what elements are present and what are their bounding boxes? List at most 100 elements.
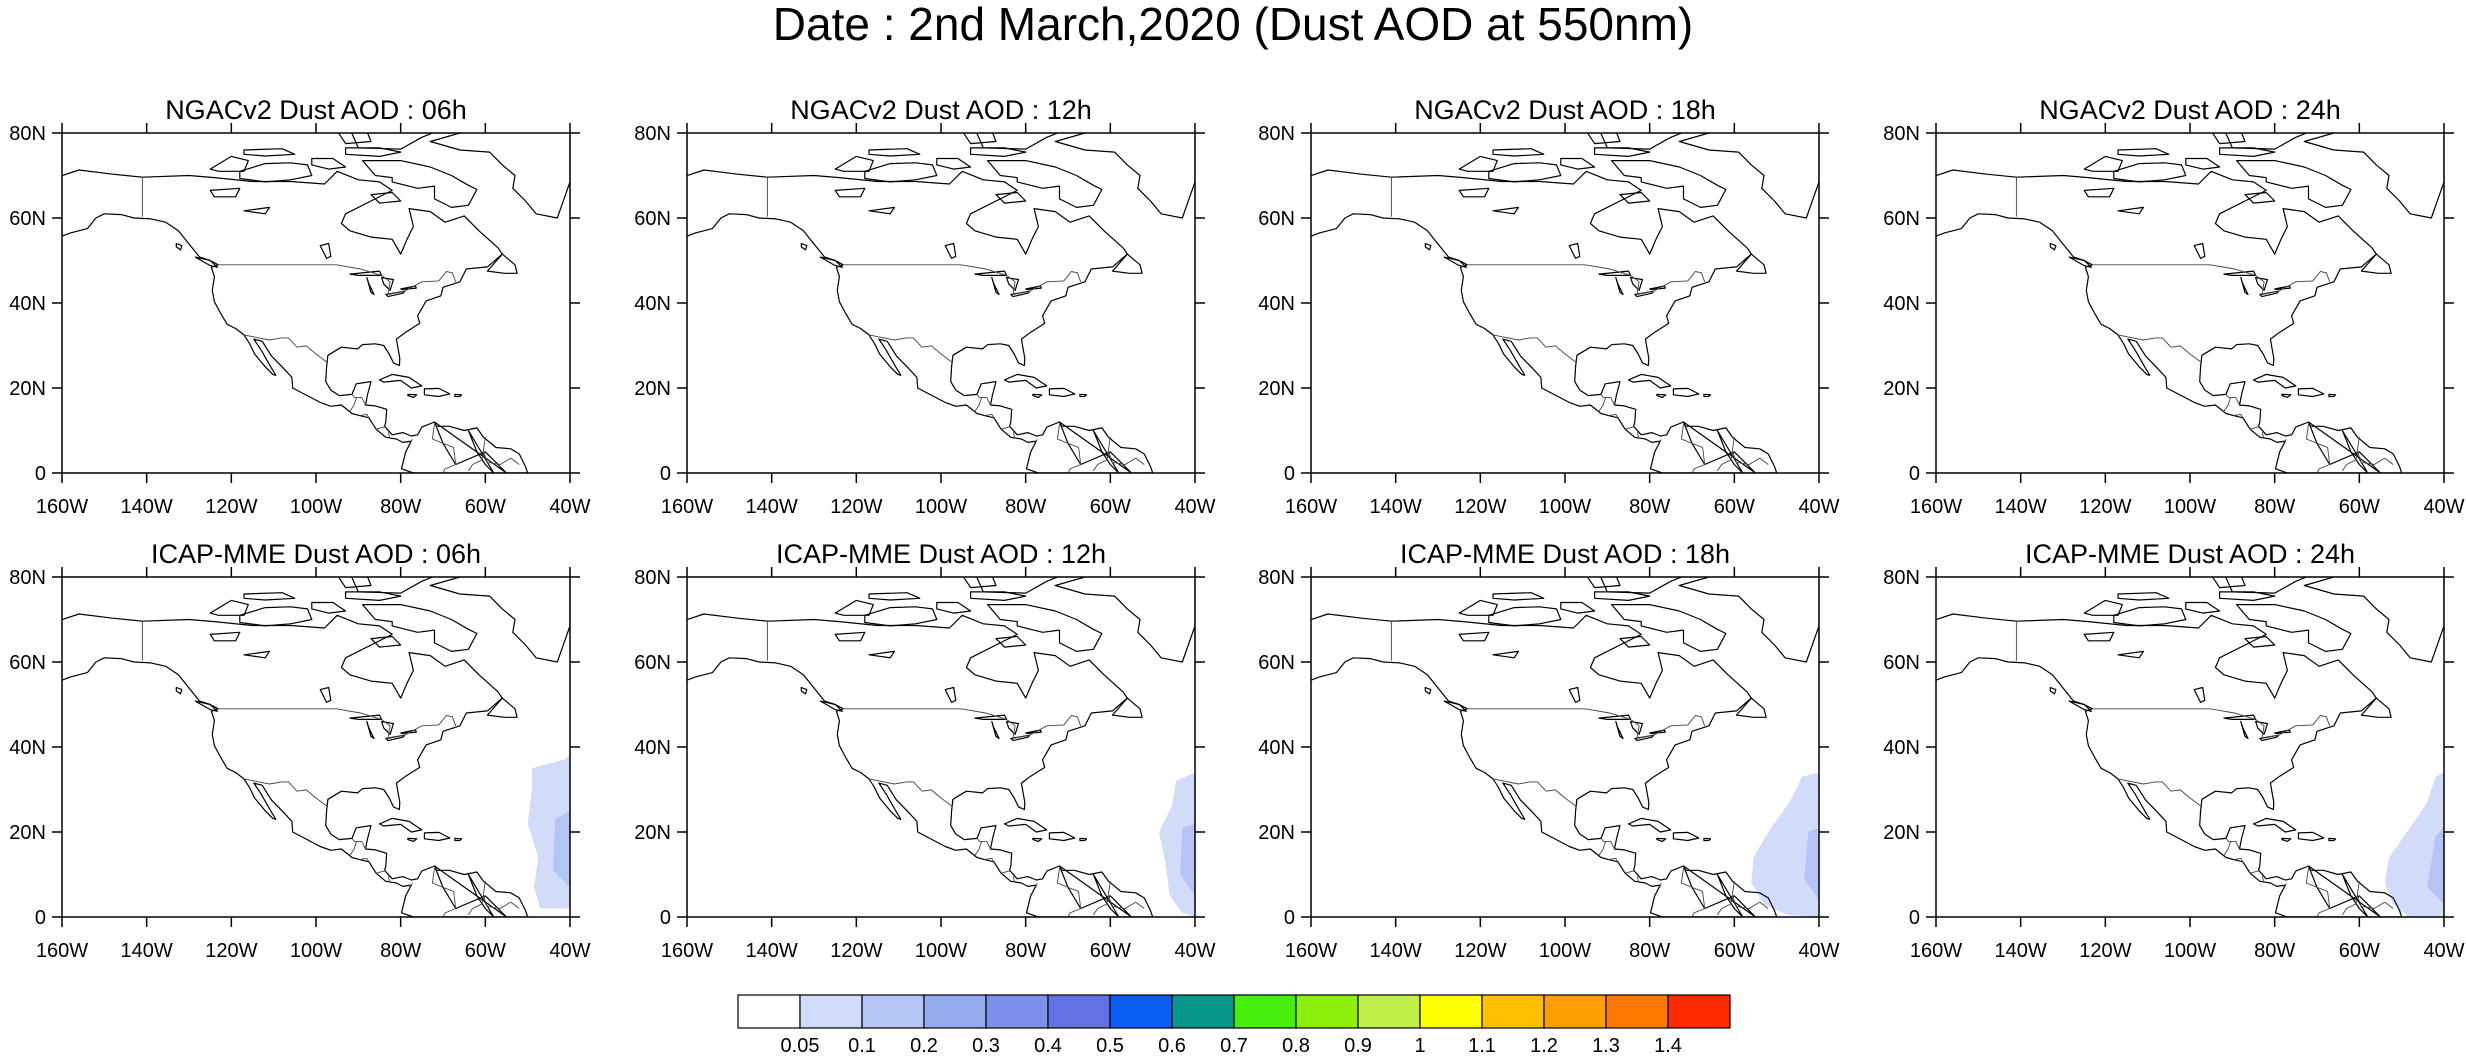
country-border [442,464,456,473]
country-border [2356,880,2385,909]
country-border [1680,424,1706,465]
country-border [984,413,995,419]
lat-tick-label: 20N [634,822,671,844]
country-border [1731,436,1760,465]
lon-tick-label: 40W [549,940,590,962]
lon-tick-label: 160W [36,496,88,518]
colorbar-label: 1 [1414,1035,1425,1056]
lat-tick-label: 60N [9,652,46,674]
coastline [2274,285,2291,290]
coastline [2303,133,2444,219]
lon-tick-label: 80W [380,496,421,518]
coastline [2193,686,2206,704]
coastline [243,148,296,157]
coastline [936,157,972,170]
coastline [864,162,938,183]
coastline [1610,603,1727,653]
lon-tick-label: 40W [1798,940,1839,962]
coastline [2211,577,2246,589]
coastline [2185,601,2221,614]
country-border [1056,868,1082,909]
coastline [2281,393,2292,398]
country-border [1658,439,1662,443]
colorbar-label: 0.5 [1096,1035,1124,1056]
coastline [868,650,896,659]
lat-tick-label: 60N [1258,208,1295,230]
coastline [1735,253,1767,274]
lon-tick-label: 120W [2079,940,2131,962]
lon-tick-label: 140W [121,940,173,962]
country-border [2223,841,2232,856]
coastline [1032,837,1043,843]
lon-tick-label: 160W [661,496,713,518]
country-border [1608,413,1619,419]
coastline [1682,421,1757,473]
coastline [864,606,938,627]
country-border [1107,880,1136,909]
country-border [1600,838,1615,850]
coastline [2236,603,2352,653]
country-border [2316,464,2330,473]
coastline [1716,429,1744,473]
coastline [362,603,478,653]
coastline [381,720,395,735]
coastline [2117,592,2170,601]
lat-tick-label: 0 [1284,907,1295,929]
coastline [2307,421,2382,473]
coastline [991,276,1000,296]
coastline [407,393,418,398]
coastline [239,162,313,183]
colorbar-label: 0.05 [781,1035,820,1056]
lat-tick-label: 20N [1258,822,1295,844]
country-border [2249,870,2260,874]
country-border [984,857,995,863]
country-border [1012,876,1016,883]
panel-title: ICAP-MME Dust AOD : 18h [1400,539,1730,569]
country-border [431,868,457,909]
coastline [1682,865,1757,917]
coastline [1079,837,1088,842]
lat-tick-label: 40N [1258,737,1295,759]
country-border [1608,857,1619,863]
lon-tick-label: 100W [290,496,342,518]
coastline [2240,276,2249,296]
lat-tick-label: 0 [660,463,671,485]
coastline [1649,285,1666,290]
country-border [1759,457,1769,465]
coastline [370,635,402,648]
country-border [2117,334,2203,364]
lon-tick-label: 80W [1005,496,1046,518]
lon-tick-label: 100W [915,940,967,962]
country-border [359,413,370,419]
coastline [2341,429,2369,473]
colorbar-label: 1.2 [1530,1035,1558,1056]
coastline [2225,133,2309,150]
coastline [2117,148,2170,157]
lat-tick-label: 40N [1258,293,1295,315]
country-border [1636,432,1640,439]
lat-tick-label: 80N [1883,123,1920,145]
coastline [1672,831,1700,842]
coastline [995,635,1027,648]
country-border [1624,870,1635,874]
lat-tick-label: 0 [1909,907,1920,929]
colorbar-swatch [737,994,801,1029]
coastline [319,686,332,704]
map-content [1311,577,1819,917]
colorbar-label: 0.3 [972,1035,1000,1056]
country-border [1135,457,1145,465]
coastline [209,599,249,616]
coastline [2193,242,2206,259]
colorbar-swatch [1171,994,1235,1029]
lat-tick-label: 80N [9,567,46,589]
coastline [209,631,241,642]
coastline [2360,697,2392,718]
coastline [1092,429,1120,473]
country-border [482,436,511,465]
coastline [976,577,1060,594]
coastline [429,133,570,219]
lon-tick-label: 100W [2164,940,2216,962]
country-border [2283,883,2287,887]
coastline [2185,157,2221,170]
coastline [1586,577,1621,589]
